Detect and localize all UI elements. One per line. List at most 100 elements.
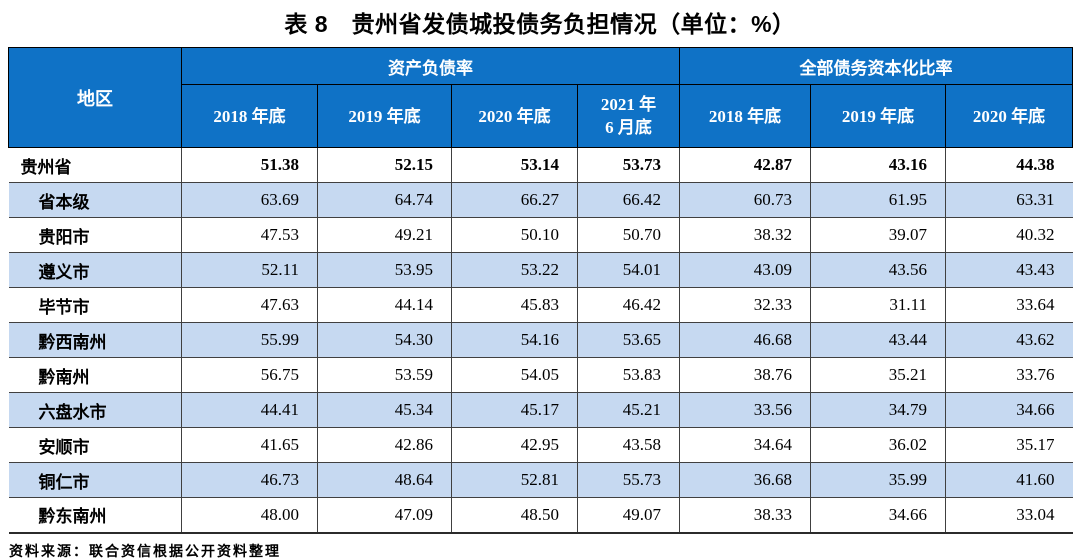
value-cell: 54.30	[317, 322, 452, 358]
value-cell: 34.79	[810, 392, 946, 428]
value-cell: 55.99	[181, 322, 318, 358]
header-group-row: 地区 资产负债率 全部债务资本化比率	[8, 47, 1074, 148]
source-note: 资料来源：联合资信根据公开资料整理	[9, 544, 281, 559]
value-cell: 43.62	[944, 322, 1073, 358]
table-body: 贵州省 51.38 52.15 53.14 53.73 42.87 43.16 …	[8, 147, 1073, 533]
value-cell: 32.33	[679, 287, 811, 323]
value-cell: 38.32	[679, 217, 811, 253]
value-cell: 33.04	[944, 497, 1073, 533]
value-cell: 63.69	[181, 182, 318, 218]
value-cell: 46.73	[181, 462, 318, 498]
value-cell: 54.05	[451, 357, 578, 393]
value-cell: 54.01	[577, 252, 680, 288]
column-header-dcr-2019: 2019 年底	[810, 84, 946, 148]
column-header-alr-2018: 2018 年底	[181, 84, 318, 148]
region-cell: 铜仁市	[38, 472, 90, 492]
value-cell: 49.21	[317, 217, 452, 253]
value-cell: 36.68	[679, 462, 811, 498]
value-cell: 66.42	[577, 182, 680, 218]
value-cell: 60.73	[679, 182, 811, 218]
value-cell: 55.73	[577, 462, 680, 498]
region-cell: 安顺市	[38, 437, 90, 457]
value-cell: 66.27	[451, 182, 578, 218]
value-cell: 48.00	[181, 497, 318, 533]
header-year-row: 2018 年底 2019 年底 2020 年底 2021 年 6 月底 2018…	[9, 84, 1074, 148]
value-cell: 52.15	[317, 147, 452, 183]
column-group-asset-liability-ratio: 资产负债率	[181, 47, 680, 85]
table-row-qianxinan: 黔西南州 55.99 54.30 54.16 53.65 46.68 43.44…	[8, 322, 1073, 358]
value-cell: 54.16	[451, 322, 578, 358]
value-cell: 33.56	[679, 392, 811, 428]
column-header-alr-2019: 2019 年底	[317, 84, 452, 148]
value-cell: 41.60	[944, 462, 1073, 498]
value-cell: 53.14	[451, 147, 578, 183]
region-cell: 省本级	[38, 192, 90, 212]
value-cell: 53.22	[451, 252, 578, 288]
value-cell: 33.64	[944, 287, 1073, 323]
column-group-debt-capitalization-ratio: 全部债务资本化比率	[678, 47, 1074, 85]
value-cell: 47.53	[181, 217, 318, 253]
region-cell: 黔西南州	[38, 332, 107, 352]
value-cell: 45.34	[317, 392, 452, 428]
table-row-bijie: 毕节市 47.63 44.14 45.83 46.42 32.33 31.11 …	[8, 287, 1073, 323]
value-cell: 46.42	[577, 287, 680, 323]
value-cell: 64.74	[317, 182, 452, 218]
value-cell: 63.31	[944, 182, 1073, 218]
region-cell: 贵州省	[20, 157, 72, 177]
value-cell: 53.83	[577, 357, 680, 393]
value-cell: 34.66	[810, 497, 946, 533]
value-cell: 53.59	[317, 357, 452, 393]
value-cell: 52.11	[181, 252, 318, 288]
table-row-qiannan: 黔南州 56.75 53.59 54.05 53.83 38.76 35.21 …	[8, 357, 1073, 393]
value-cell: 38.33	[679, 497, 811, 533]
value-cell: 42.95	[451, 427, 578, 463]
value-cell: 50.10	[451, 217, 578, 253]
table-row-guiyang: 贵阳市 47.53 49.21 50.10 50.70 38.32 39.07 …	[8, 217, 1073, 253]
value-cell: 50.70	[577, 217, 680, 253]
value-cell: 39.07	[810, 217, 946, 253]
value-cell: 51.38	[181, 147, 318, 183]
table-row-zunyi: 遵义市 52.11 53.95 53.22 54.01 43.09 43.56 …	[8, 252, 1073, 288]
region-cell: 毕节市	[38, 297, 90, 317]
value-cell: 35.21	[810, 357, 946, 393]
value-cell: 48.64	[317, 462, 452, 498]
region-cell: 贵阳市	[38, 227, 90, 247]
column-header-dcr-2018: 2018 年底	[679, 84, 811, 148]
region-cell: 黔东南州	[38, 507, 107, 527]
region-cell: 六盘水市	[38, 402, 107, 422]
value-cell: 53.95	[317, 252, 452, 288]
value-cell: 52.81	[451, 462, 578, 498]
value-cell: 34.64	[679, 427, 811, 463]
value-cell: 47.09	[317, 497, 452, 533]
value-cell: 53.73	[577, 147, 680, 183]
table-row-guizhou-province: 贵州省 51.38 52.15 53.14 53.73 42.87 43.16 …	[8, 147, 1073, 183]
value-cell: 48.50	[451, 497, 578, 533]
table-title: 表 8 贵州省发债城投债务负担情况（单位：%）	[284, 11, 796, 37]
value-cell: 42.86	[317, 427, 452, 463]
value-cell: 43.43	[944, 252, 1073, 288]
column-header-region: 地区	[8, 47, 182, 148]
value-cell: 42.87	[679, 147, 811, 183]
debt-burden-table: 地区 资产负债率 全部债务资本化比率 2018 年底 2019 年底 2020 …	[8, 47, 1074, 534]
region-cell: 黔南州	[38, 367, 90, 387]
value-cell: 43.56	[810, 252, 946, 288]
value-cell: 44.14	[317, 287, 452, 323]
value-cell: 53.65	[577, 322, 680, 358]
table-row-anshun: 安顺市 41.65 42.86 42.95 43.58 34.64 36.02 …	[8, 427, 1073, 463]
value-cell: 31.11	[810, 287, 946, 323]
table-row-provincial-level: 省本级 63.69 64.74 66.27 66.42 60.73 61.95 …	[8, 182, 1073, 218]
value-cell: 34.66	[944, 392, 1073, 428]
table-header: 地区 资产负债率 全部债务资本化比率 2018 年底 2019 年底 2020 …	[8, 47, 1074, 148]
value-cell: 61.95	[810, 182, 946, 218]
table-row-liupanshui: 六盘水市 44.41 45.34 45.17 45.21 33.56 34.79…	[8, 392, 1073, 428]
value-cell: 43.44	[810, 322, 946, 358]
value-cell: 49.07	[577, 497, 680, 533]
value-cell: 35.17	[944, 427, 1073, 463]
value-cell: 45.17	[451, 392, 578, 428]
column-header-alr-2020: 2020 年底	[451, 84, 578, 148]
value-cell: 45.21	[577, 392, 680, 428]
value-cell: 35.99	[810, 462, 946, 498]
value-cell: 40.32	[944, 217, 1073, 253]
value-cell: 45.83	[451, 287, 578, 323]
value-cell: 43.16	[810, 147, 946, 183]
